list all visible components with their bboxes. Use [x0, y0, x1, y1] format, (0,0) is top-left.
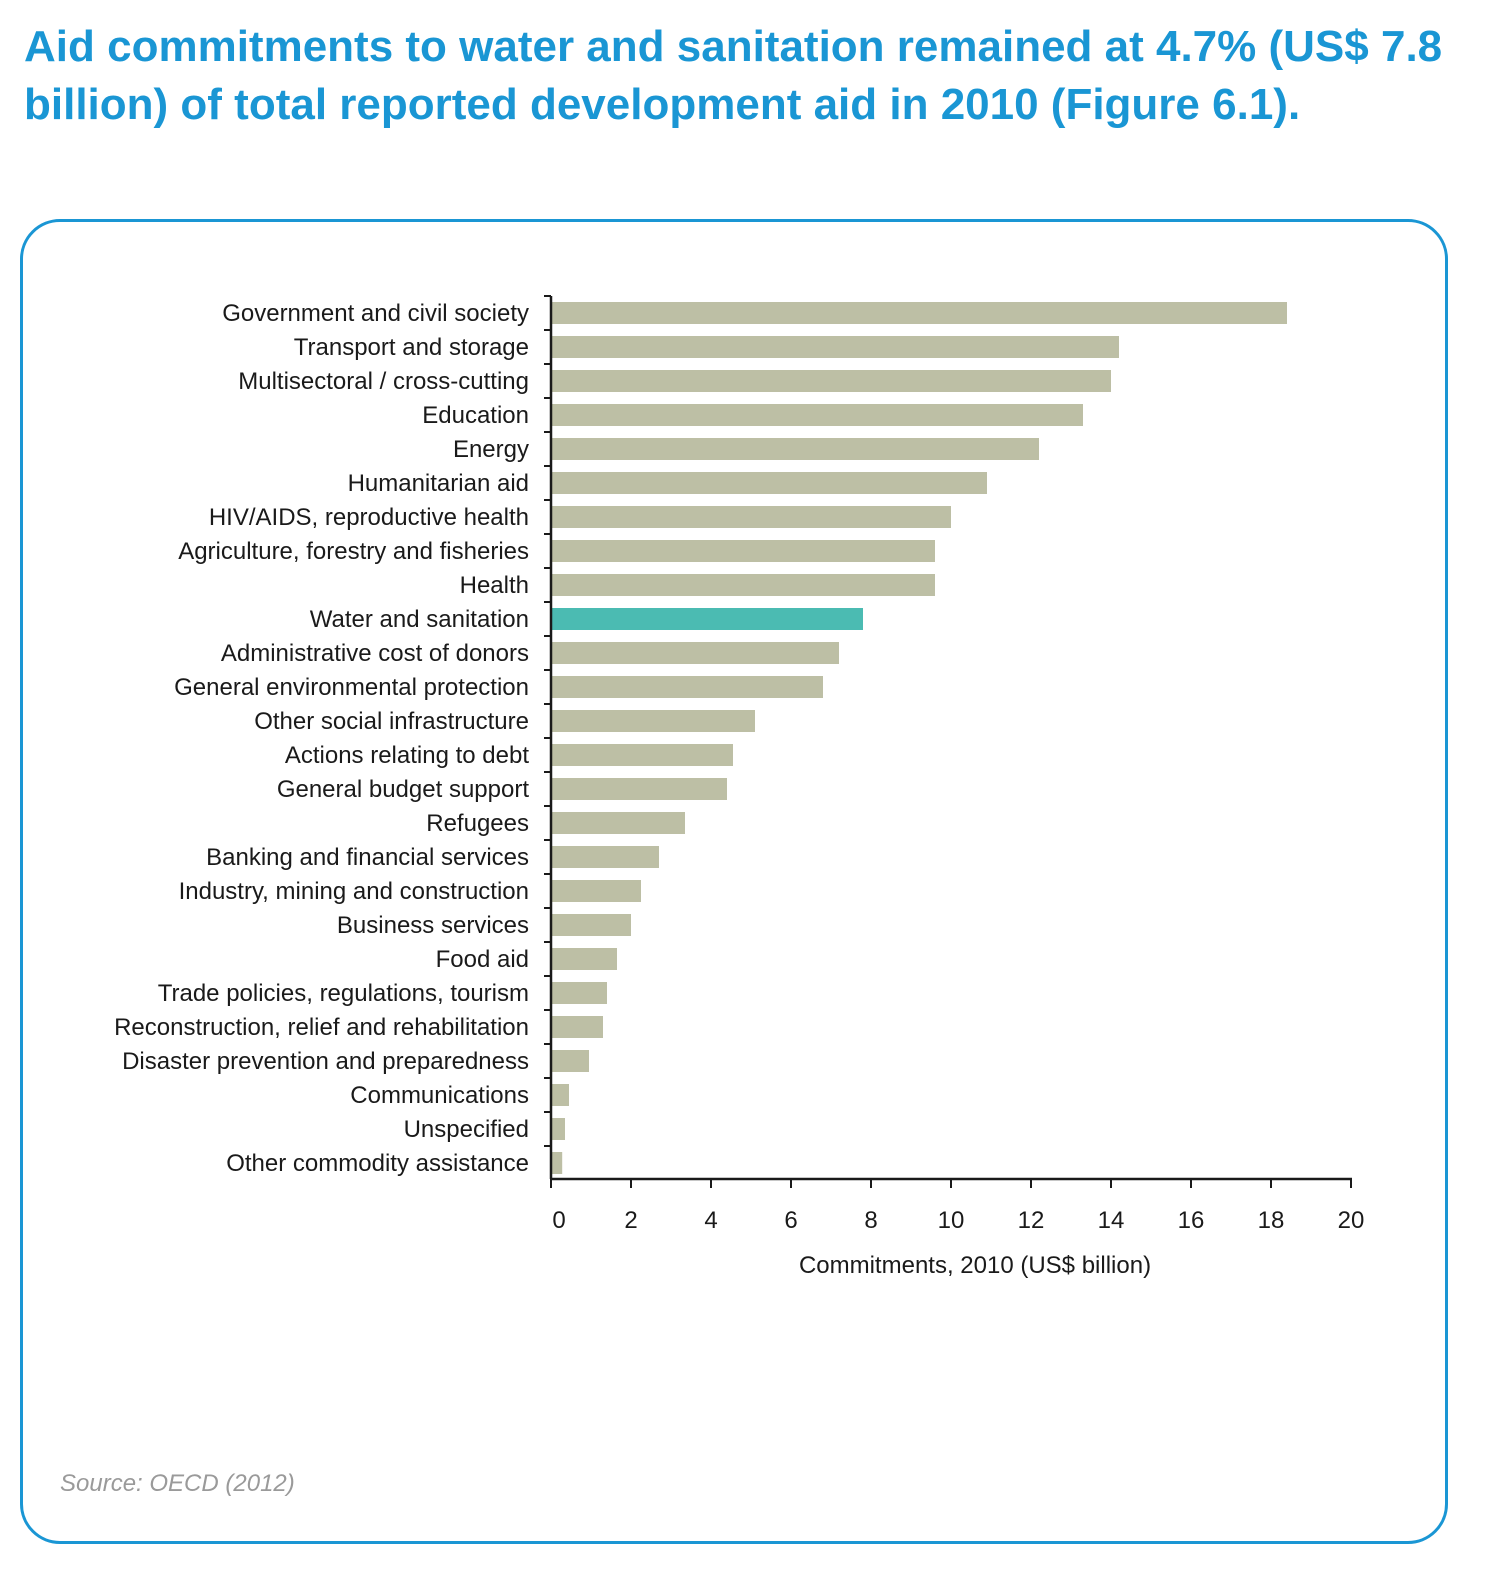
bar — [551, 914, 631, 936]
category-label: General budget support — [277, 776, 530, 803]
x-tick-label: 16 — [1178, 1207, 1205, 1234]
category-label: Reconstruction, relief and rehabilitatio… — [114, 1014, 529, 1041]
bar — [551, 880, 641, 902]
x-tick-label: 12 — [1018, 1207, 1045, 1234]
x-tick-label: 20 — [1338, 1207, 1365, 1234]
category-label: Government and civil society — [222, 300, 529, 327]
category-label: Actions relating to debt — [285, 742, 529, 769]
category-label: Administrative cost of donors — [221, 640, 529, 667]
bar — [551, 948, 617, 970]
category-label: Agriculture, forestry and fisheries — [178, 538, 529, 565]
category-label: Food aid — [436, 946, 529, 973]
x-tick-label: 0 — [552, 1207, 565, 1234]
bar — [551, 1152, 563, 1174]
category-label: Other commodity assistance — [226, 1150, 529, 1177]
bar — [551, 1118, 565, 1140]
category-label: Industry, mining and construction — [179, 878, 529, 905]
category-labels: Government and civil society Transport an… — [114, 300, 529, 1177]
category-label: Business services — [337, 912, 529, 939]
category-label: Refugees — [426, 810, 529, 837]
category-label: Education — [422, 402, 529, 429]
bar — [551, 1084, 569, 1106]
category-label: Unspecified — [404, 1116, 529, 1143]
category-label: Trade policies, regulations, tourism — [158, 980, 529, 1007]
bar — [551, 438, 1039, 460]
bar — [551, 574, 935, 596]
bar — [551, 982, 607, 1004]
category-label: General environmental protection — [174, 674, 529, 701]
bar — [551, 778, 727, 800]
category-label: Humanitarian aid — [348, 470, 529, 497]
figure-panel — [20, 219, 1448, 1544]
source-note: Source: OECD (2012) — [60, 1470, 295, 1497]
category-label: Multisectoral / cross-cutting — [238, 368, 529, 395]
bar — [551, 302, 1287, 324]
x-tick-label: 10 — [938, 1207, 965, 1234]
bar — [551, 370, 1111, 392]
x-tick-label: 6 — [784, 1207, 797, 1234]
bars-group — [551, 302, 1287, 1174]
bar — [551, 540, 935, 562]
headline: Aid commitments to water and sanitation … — [24, 22, 1443, 129]
bar-highlight — [551, 608, 863, 630]
x-axis-title: Commitments, 2010 (US$ billion) — [799, 1252, 1151, 1279]
bar — [551, 506, 951, 528]
category-label: Transport and storage — [294, 334, 529, 361]
x-tick-labels: 0 2 4 6 8 10 12 14 16 18 20 — [552, 1207, 1364, 1234]
category-label: Communications — [350, 1082, 529, 1109]
bar — [551, 846, 659, 868]
category-label: Health — [460, 572, 529, 599]
category-label: Banking and financial services — [206, 844, 529, 871]
bar — [551, 812, 685, 834]
bar — [551, 1050, 589, 1072]
bar — [551, 676, 823, 698]
x-tick-label: 2 — [624, 1207, 637, 1234]
category-label: Disaster prevention and preparedness — [122, 1048, 529, 1075]
bar — [551, 710, 755, 732]
x-tick-label: 8 — [864, 1207, 877, 1234]
category-label: Water and sanitation — [310, 606, 529, 633]
category-label: Other social infrastructure — [254, 708, 529, 735]
x-tick-label: 4 — [704, 1207, 717, 1234]
axes — [544, 295, 1352, 1188]
bar — [551, 642, 839, 664]
category-label: Energy — [453, 436, 529, 463]
bar — [551, 336, 1119, 358]
x-tick-label: 14 — [1098, 1207, 1125, 1234]
bar — [551, 1016, 603, 1038]
category-label: HIV/AIDS, reproductive health — [209, 504, 529, 531]
bar — [551, 404, 1083, 426]
x-tick-label: 18 — [1258, 1207, 1285, 1234]
bar — [551, 472, 987, 494]
bar — [551, 744, 733, 766]
